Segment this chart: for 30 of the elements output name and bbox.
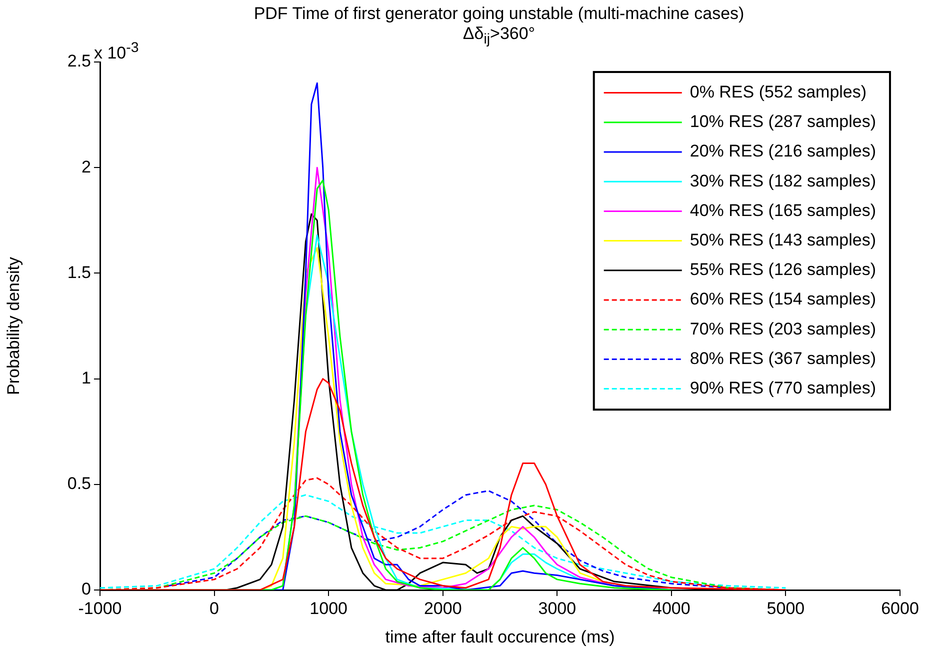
- y-tick-label: 2.5: [67, 52, 91, 71]
- y-tick-label: 0.5: [67, 474, 91, 494]
- x-tick-label: 5000: [766, 598, 805, 618]
- legend-label: 70% RES (203 samples): [690, 319, 876, 338]
- x-tick-label: 3000: [538, 598, 576, 618]
- y-tick-label: 2: [82, 157, 91, 176]
- legend-label: 50% RES (143 samples): [690, 230, 876, 250]
- legend-label: 60% RES (154 samples): [690, 290, 876, 309]
- x-tick-label: -1000: [78, 598, 122, 618]
- chart-subtitle: Δδ$_{ij}$>360°: [462, 24, 536, 48]
- legend-label: 30% RES (182 samples): [690, 171, 876, 190]
- legend-label: 10% RES (287 samples): [690, 112, 876, 132]
- legend-label: 40% RES (165 samples): [690, 200, 876, 220]
- x-tick-label: 1000: [310, 598, 348, 618]
- legend-label: 20% RES (216 samples): [690, 142, 876, 161]
- x-tick-label: 0: [210, 598, 220, 618]
- x-tick-label: 6000: [881, 598, 919, 618]
- annotation: x 10$^{-3}$: [94, 40, 139, 64]
- x-tick-label: 4000: [652, 598, 690, 618]
- y-tick-label: 1: [82, 368, 91, 388]
- chart-title: PDF Time of first generator going unstable (multi-machine cases): [252, 4, 746, 24]
- legend-label: 80% RES (367 samples): [690, 348, 876, 368]
- legend-label: 90% RES (770 samples): [690, 378, 876, 398]
- y-axis-title: Probability density: [4, 256, 23, 395]
- legend-label: 0% RES (552 samples): [690, 82, 867, 102]
- y-tick-label: 0: [82, 580, 91, 599]
- y-tick-label: 1.5: [67, 262, 91, 282]
- legend-label: 55% RES (126 samples): [690, 260, 876, 280]
- x-axis-title: time after fault occurence (ms): [385, 627, 615, 646]
- x-tick-label: 2000: [424, 598, 462, 618]
